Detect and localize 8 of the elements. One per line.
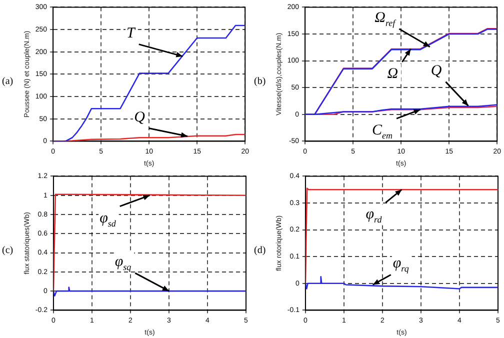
text: (b) bbox=[254, 76, 266, 87]
annotation: Q bbox=[134, 109, 146, 126]
text: (c) bbox=[2, 245, 14, 256]
annotation: Q bbox=[430, 62, 442, 79]
text: (d) bbox=[254, 245, 266, 256]
annotation: T bbox=[126, 25, 137, 42]
annotation: Ω bbox=[387, 66, 398, 82]
text: (a) bbox=[2, 76, 14, 87]
